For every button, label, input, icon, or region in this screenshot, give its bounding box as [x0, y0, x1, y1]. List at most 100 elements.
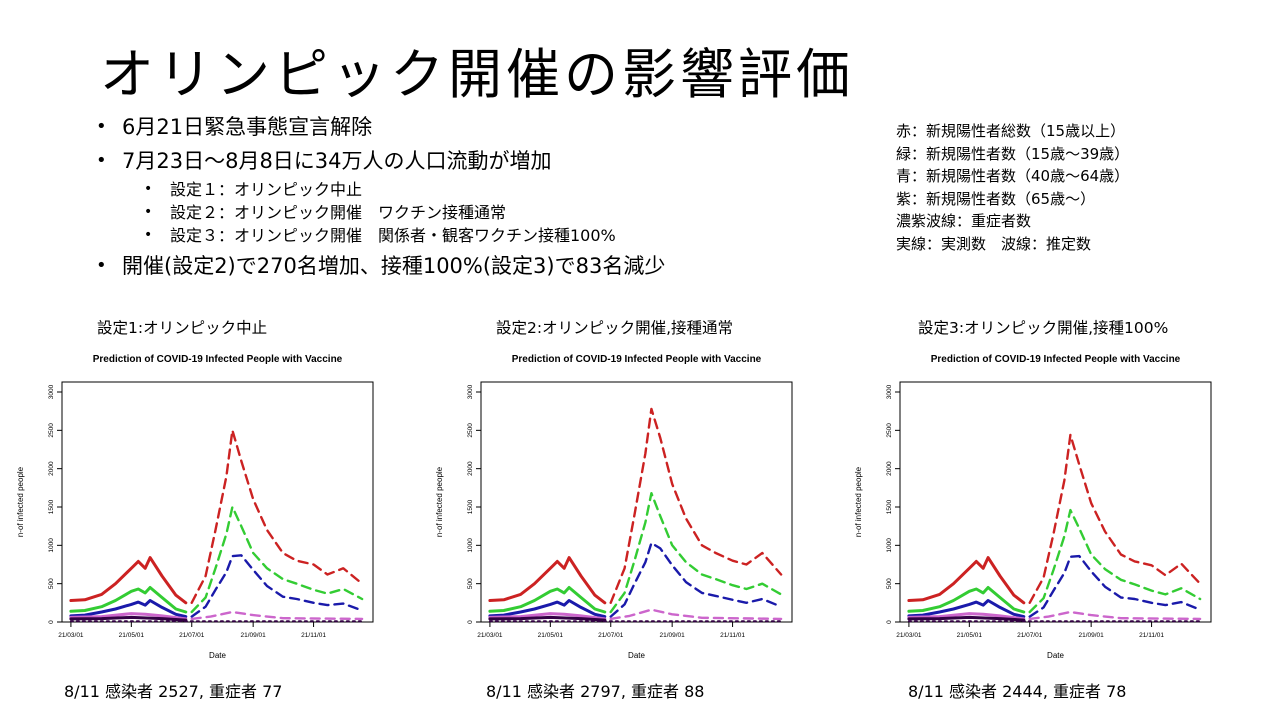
series-line-green-dashed	[609, 491, 783, 614]
panel-footer-3: 8/11 感染者 2444, 重症者 78	[908, 682, 1127, 701]
x-tick-label: 21/05/01	[538, 632, 564, 639]
legend-line: 実線：実測数 波線：推定数	[896, 234, 1092, 253]
y-tick-label: 3000	[467, 384, 474, 399]
series-line-purple-dashed	[1028, 610, 1202, 621]
y-tick-label: 500	[48, 578, 55, 589]
color-legend: 赤：新規陽性者総数（15歳以上） 緑：新規陽性者数（15歳～39歳） 青：新規陽…	[896, 120, 1129, 255]
series-line-green-dashed	[1028, 508, 1202, 614]
plot-frame	[899, 381, 1212, 623]
series-line-purple-dashed	[190, 610, 364, 621]
series-line-red-dashed	[190, 429, 364, 605]
y-tick-label: 2500	[886, 423, 893, 438]
series-line-blue-solid	[488, 599, 607, 619]
bullet-item: • 開催(設定2)で270名増加、接種100%(設定3)で83名減少	[96, 249, 665, 283]
x-tick-label: 21/05/01	[957, 632, 983, 639]
bullet-dot-icon: •	[96, 255, 107, 276]
bullet-item: • 6月21日緊急事態宣言解除	[96, 110, 665, 144]
legend-line: 緑：新規陽性者数（15歳～39歳）	[896, 144, 1130, 163]
y-tick-label: 1500	[48, 499, 55, 514]
series-line-green-solid	[69, 586, 188, 614]
series-line-red-solid	[69, 556, 188, 605]
legend-line: 紫：新規陽性者数（65歳～）	[896, 189, 1096, 208]
panel-label-1: 設定1:オリンピック中止	[97, 319, 268, 337]
panel-label-3: 設定3:オリンピック開催,接種100%	[918, 319, 1169, 337]
bullet-text: 6月21日緊急事態宣言解除	[122, 115, 373, 139]
series-line-purple-solid	[488, 612, 607, 621]
legend-line: 赤：新規陽性者総数（15歳以上）	[896, 122, 1126, 140]
series-line-purple-solid	[907, 612, 1026, 621]
series-line-red-solid	[488, 556, 607, 605]
chart-title: Prediction of COVID-19 Infected People w…	[512, 354, 762, 365]
y-tick-label: 1000	[467, 538, 474, 553]
plot-frame	[61, 381, 374, 623]
y-axis-label: n-of infected people	[854, 466, 863, 537]
panel-label-2: 設定2:オリンピック開催,接種通常	[496, 319, 734, 337]
x-tick-label: 21/07/01	[1017, 632, 1043, 639]
y-tick-label: 1500	[886, 499, 893, 514]
y-tick-label: 1500	[467, 499, 474, 514]
series-line-blue-dashed	[609, 541, 783, 618]
y-tick-label: 0	[48, 620, 55, 624]
y-axis-label: n-of infected people	[16, 466, 25, 537]
series-line-blue-solid	[907, 599, 1026, 619]
sub-bullet-text: 設定３：オリンピック開催 関係者・観客ワクチン接種100%	[170, 226, 616, 245]
y-tick-label: 2500	[467, 423, 474, 438]
series-line-darkpurple-solid	[69, 615, 188, 622]
sub-bullet-item: • 設定１：オリンピック中止	[96, 178, 665, 201]
y-tick-label: 0	[467, 620, 474, 624]
x-tick-label: 21/03/01	[477, 632, 503, 639]
sub-bullet-text: 設定２：オリンピック開催 ワクチン接種通常	[170, 203, 507, 222]
legend-line: 青：新規陽性者数（40歳～64歳）	[896, 167, 1130, 185]
bullet-text: 開催(設定2)で270名増加、接種100%(設定3)で83名減少	[122, 254, 666, 278]
y-tick-label: 3000	[886, 384, 893, 399]
slide-title: オリンピック開催の影響評価	[100, 43, 854, 106]
panel-footer-1: 8/11 感染者 2527, 重症者 77	[64, 682, 283, 701]
series-line-green-dashed	[190, 505, 364, 614]
bullet-dot-icon: •	[144, 204, 153, 220]
series-line-darkpurple-solid	[907, 615, 1026, 622]
sub-bullet-item: • 設定２：オリンピック開催 ワクチン接種通常	[96, 201, 665, 224]
y-tick-label: 0	[886, 620, 893, 624]
y-tick-label: 500	[467, 578, 474, 589]
x-tick-label: 21/05/01	[119, 632, 145, 639]
chart-panel-1: Prediction of COVID-19 Infected People w…	[16, 354, 374, 660]
series-line-green-solid	[907, 586, 1026, 614]
chart-title: Prediction of COVID-19 Infected People w…	[931, 354, 1181, 365]
bullet-dot-icon: •	[144, 181, 153, 197]
chart-title: Prediction of COVID-19 Infected People w…	[93, 354, 343, 365]
x-tick-label: 21/09/01	[240, 632, 266, 639]
x-tick-label: 21/07/01	[598, 632, 624, 639]
bullet-list: • 6月21日緊急事態宣言解除 • 7月23日～8月8日に34万人の人口流動が増加 …	[96, 110, 665, 283]
x-axis-label: Date	[628, 651, 645, 660]
x-tick-label: 21/03/01	[896, 632, 922, 639]
x-tick-label: 21/11/01	[720, 632, 745, 639]
x-tick-label: 21/03/01	[58, 632, 84, 639]
series-line-blue-dashed	[190, 554, 364, 618]
bullet-item: • 7月23日～8月8日に34万人の人口流動が増加	[96, 144, 665, 178]
y-tick-label: 500	[886, 578, 893, 589]
x-axis-label: Date	[209, 651, 226, 660]
sub-bullet-item: • 設定３：オリンピック開催 関係者・観客ワクチン接種100%	[96, 224, 665, 247]
series-line-red-dashed	[1028, 433, 1202, 605]
bullet-dot-icon: •	[144, 227, 153, 243]
series-line-blue-solid	[69, 599, 188, 619]
x-tick-label: 21/11/01	[1139, 632, 1164, 639]
panel-footer-2: 8/11 感染者 2797, 重症者 88	[486, 682, 705, 701]
bullet-dot-icon: •	[96, 150, 107, 171]
chart-panel-3: Prediction of COVID-19 Infected People w…	[854, 354, 1212, 660]
chart-panel-2: Prediction of COVID-19 Infected People w…	[435, 354, 793, 660]
x-axis-label: Date	[1047, 651, 1064, 660]
y-tick-label: 2500	[48, 423, 55, 438]
series-line-green-solid	[488, 586, 607, 614]
y-tick-label: 2000	[886, 461, 893, 476]
series-line-purple-dashed	[609, 608, 783, 621]
x-tick-label: 21/07/01	[179, 632, 205, 639]
legend-line: 濃紫波線：重症者数	[896, 212, 1032, 230]
bullet-text: 7月23日～8月8日に34万人の人口流動が増加	[122, 149, 552, 173]
series-line-darkpurple-solid	[488, 615, 607, 622]
x-tick-label: 21/09/01	[1078, 632, 1104, 639]
y-axis-label: n-of infected people	[435, 466, 444, 537]
series-line-blue-dashed	[1028, 554, 1202, 618]
series-line-purple-solid	[69, 612, 188, 621]
y-tick-label: 2000	[467, 461, 474, 476]
